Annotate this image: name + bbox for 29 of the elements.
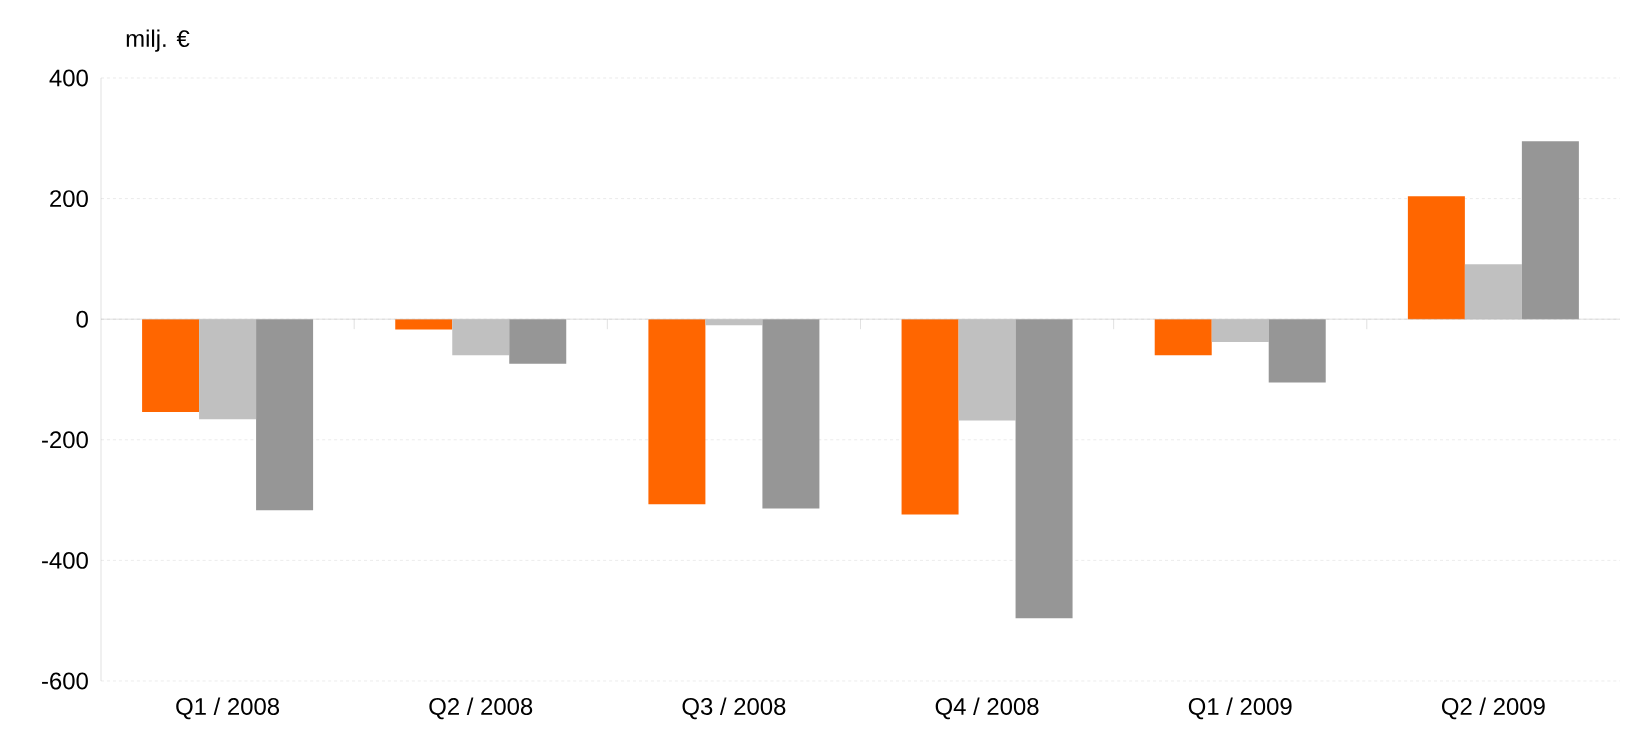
y-tick-label: -400 (42, 551, 88, 569)
bar (199, 319, 257, 420)
bar (901, 319, 959, 515)
bar (142, 319, 200, 413)
bar (1521, 141, 1579, 320)
y-axis-title: milj. € (126, 29, 190, 52)
bar (1464, 264, 1522, 320)
x-tick-label: Q2 / 2008 (429, 697, 533, 720)
bar (958, 319, 1016, 421)
y-tick-label: 0 (76, 310, 88, 328)
x-tick-label: Q1 / 2008 (176, 697, 280, 720)
bar (648, 319, 706, 505)
bar (1268, 319, 1326, 383)
bar (1015, 319, 1073, 619)
bar (509, 319, 567, 364)
x-tick-label: Q1 / 2009 (1188, 697, 1292, 720)
y-tick-label: 400 (49, 69, 88, 87)
x-tick-label: Q3 / 2008 (682, 697, 786, 720)
bar (452, 319, 510, 356)
bar (1154, 319, 1212, 356)
x-tick-label: Q4 / 2008 (935, 697, 1039, 720)
y-tick-label: 200 (50, 190, 88, 208)
bar (1407, 196, 1465, 320)
x-tick-label: Q2 / 2009 (1441, 697, 1545, 720)
y-tick-label: -600 (42, 672, 88, 690)
bar (1211, 319, 1269, 343)
y-tick-label: -200 (42, 431, 88, 449)
bar (256, 319, 314, 511)
bar (762, 319, 820, 509)
